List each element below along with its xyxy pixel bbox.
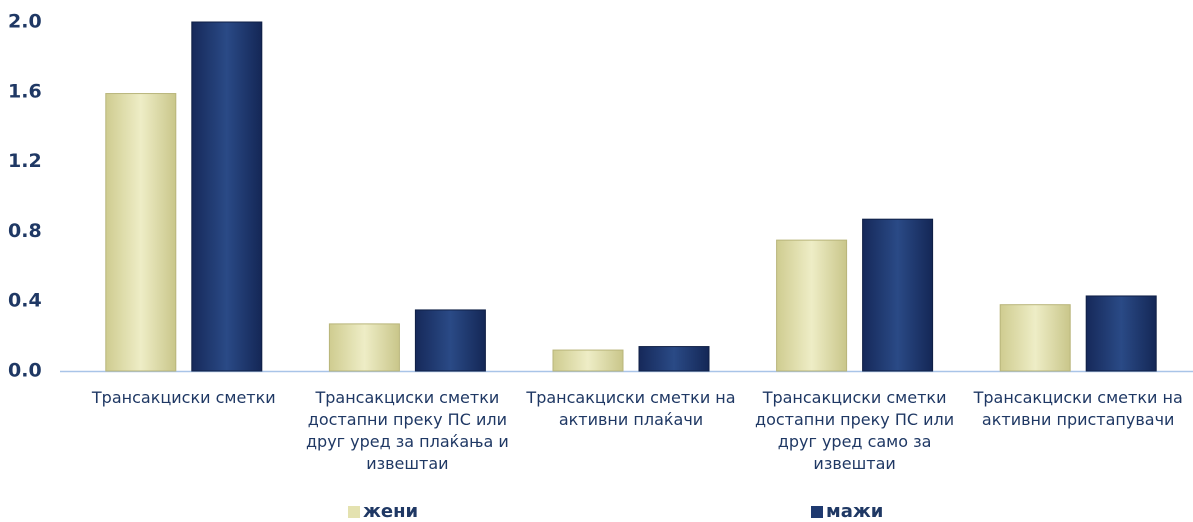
legend-item: мажи: [811, 501, 883, 522]
y-tick-label: 2.0: [8, 11, 42, 33]
legend-item: жени: [348, 501, 418, 522]
bar: [105, 93, 177, 372]
bar: [414, 309, 486, 372]
x-tick-label: Трансакциски сметки на активни плаќачи: [526, 388, 736, 429]
y-tick-label: 0.8: [8, 220, 42, 242]
bar: [552, 349, 624, 372]
y-tick-label: 1.2: [8, 150, 42, 172]
legend-label: жени: [363, 501, 419, 522]
bar: [999, 304, 1071, 372]
bar: [776, 239, 848, 372]
legend-swatch: [811, 505, 823, 518]
x-tick-label: Трансакциски сметки: [91, 388, 276, 407]
x-tick-label: Трансакциски сметки на активни пристапув…: [973, 388, 1183, 429]
x-tick-label: Трансакциски сметки достапни преку ПС ил…: [755, 388, 955, 473]
legend-label: мажи: [826, 501, 884, 522]
y-tick-label: 0.0: [8, 360, 42, 382]
bar: [328, 323, 400, 372]
bar: [1085, 295, 1157, 372]
x-tick-label: Трансакциски сметки достапни преку ПС ил…: [305, 388, 509, 473]
bar: [191, 21, 263, 372]
y-tick-label: 0.4: [8, 290, 42, 312]
bar: [862, 218, 934, 372]
y-tick-label: 1.6: [8, 80, 42, 102]
legend-swatch: [348, 505, 360, 518]
bar: [638, 346, 710, 372]
